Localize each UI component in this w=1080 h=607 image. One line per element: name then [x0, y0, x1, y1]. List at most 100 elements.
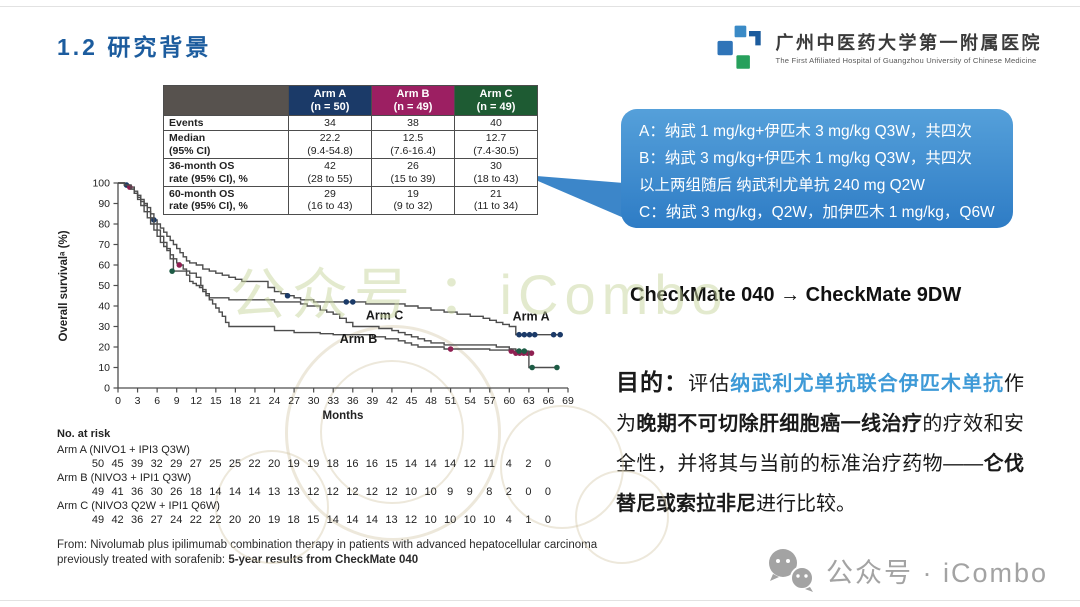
- risk-value: 14: [346, 514, 359, 526]
- value: 30: [490, 160, 502, 173]
- risk-value: 20: [267, 458, 281, 470]
- risk-value: 45: [111, 458, 124, 470]
- regimen-line-b: B：纳武 3 mg/kg+伊匹木 1 mg/kg Q3W，共四次: [639, 150, 972, 167]
- wechat-badge-text: 公众号 · iCombo: [826, 557, 1049, 588]
- value: 19: [407, 187, 419, 200]
- purpose-indication: 晚期不可切除肝细胞癌一线治疗: [636, 413, 923, 435]
- cell: 40: [454, 114, 538, 132]
- cell: 21 (11 to 34): [454, 185, 538, 215]
- risk-value: 4: [505, 514, 512, 526]
- svg-text:21: 21: [249, 395, 261, 407]
- svg-text:45: 45: [406, 395, 418, 407]
- risk-value: 22: [248, 458, 261, 470]
- ci: (7.4-30.5): [473, 144, 519, 157]
- cell: 29 (16 to 43): [288, 185, 372, 215]
- table-corner-cell: [163, 85, 289, 116]
- row-label-line1: 36-month OS: [169, 160, 235, 173]
- risk-value: 13: [287, 486, 300, 498]
- cell: 19 (9 to 32): [371, 185, 455, 215]
- svg-text:100: 100: [92, 178, 110, 190]
- risk-value: 0: [544, 514, 552, 526]
- svg-text:0: 0: [115, 395, 121, 407]
- km-survival-chart: 0 10 20 30 40 50 60 70 80 90 100 0 3 6 9 12 15 18 21 24 27 30…: [55, 168, 600, 428]
- regimen-line-a: A：纳武 1 mg/kg+伊匹木 3 mg/kg Q3W，共四次: [639, 123, 972, 140]
- purpose-label: 目的：: [616, 369, 689, 395]
- row-label-line2: (95% CI): [169, 144, 211, 157]
- risk-value: 12: [385, 486, 398, 498]
- risk-value: 19: [307, 458, 320, 470]
- risk-value: 9: [447, 486, 454, 498]
- risk-value: 49: [91, 514, 105, 526]
- arm-c-header: Arm C (n = 49): [454, 85, 538, 116]
- purpose-seg1: 评估: [688, 373, 731, 395]
- risk-value: 20: [248, 514, 261, 526]
- risk-value: 26: [170, 486, 183, 498]
- hospital-logo: 广州中医药大学第一附属医院 The First Affiliated Hospi…: [713, 22, 1043, 76]
- risk-value: 18: [189, 486, 202, 498]
- risk-value: 9: [466, 486, 473, 498]
- value: 42: [324, 160, 336, 173]
- svg-text:57: 57: [484, 395, 496, 407]
- svg-text:40: 40: [98, 301, 110, 313]
- value: 21: [490, 187, 502, 200]
- risk-value: 12: [463, 458, 476, 470]
- value: 12.5: [402, 132, 424, 145]
- risk-value: 10: [463, 514, 476, 526]
- svg-text:50: 50: [98, 280, 110, 292]
- hospital-name-cn: 广州中医药大学第一附属医院: [775, 32, 1042, 53]
- ci: (11 to 34): [473, 200, 519, 213]
- svg-text:39: 39: [367, 395, 379, 407]
- hospital-name-en: The First Affiliated Hospital of Guangzh…: [775, 56, 1037, 66]
- risk-value: 8: [486, 486, 493, 498]
- svg-text:Months: Months: [323, 410, 364, 422]
- risk-value: 22: [189, 514, 202, 526]
- risk-value: 22: [209, 514, 222, 526]
- cell: 26 (15 to 39): [371, 158, 455, 187]
- risk-value: 39: [131, 458, 144, 470]
- os-summary-table: Arm A (n = 50) Arm B (n = 49) Arm C (n =…: [163, 85, 538, 215]
- svg-text:54: 54: [464, 395, 476, 407]
- risk-value: 14: [248, 486, 261, 498]
- bubble-tail: [524, 175, 624, 218]
- row-label: 60-month OS rate (95% CI), %: [163, 185, 289, 215]
- svg-text:90: 90: [98, 198, 110, 210]
- risk-value: 32: [150, 458, 163, 470]
- svg-text:Arm A: Arm A: [513, 309, 550, 323]
- risk-value: 1: [525, 514, 532, 526]
- checkmate-transition-text: CheckMate 040 → CheckMate 9DW: [630, 284, 962, 306]
- svg-text:6: 6: [154, 395, 160, 407]
- value: 29: [324, 187, 336, 200]
- table-row-36month-os: 36-month OS rate (95% CI), % 42 (28 to 55…: [163, 158, 538, 187]
- risk-row-label: Arm A (NIVO1 + IPI3 Q3W): [57, 444, 190, 456]
- svg-text:70: 70: [98, 239, 110, 251]
- svg-text:10: 10: [98, 362, 110, 374]
- hospital-cross-icon: [717, 25, 761, 69]
- risk-value: 14: [444, 458, 457, 470]
- value: 22.2: [319, 132, 341, 145]
- risk-value: 12: [365, 486, 379, 498]
- svg-text:63: 63: [523, 395, 535, 407]
- risk-value: 14: [326, 514, 339, 526]
- risk-value: 14: [365, 514, 379, 526]
- row-label-line1: Median: [169, 132, 206, 145]
- svg-text:12: 12: [190, 395, 202, 407]
- risk-value: 49: [91, 486, 105, 498]
- watermark-circle: [215, 450, 329, 564]
- risk-value: 50: [91, 458, 105, 470]
- svg-text:42: 42: [386, 395, 398, 407]
- risk-title: No. at risk: [57, 428, 111, 440]
- cell: 22.2 (9.4-54.8): [288, 130, 372, 160]
- wechat-icon: [769, 549, 814, 592]
- risk-value: 11: [483, 458, 496, 470]
- arm-a-label: Arm A: [313, 87, 347, 100]
- risk-value: 12: [307, 486, 320, 498]
- regimen-line-c: C：纳武 3 mg/kg，Q2W，加伊匹木 1 mg/kg，Q6W: [639, 204, 995, 221]
- risk-value: 18: [326, 458, 339, 470]
- svg-text:48: 48: [425, 395, 437, 407]
- risk-value: 10: [424, 514, 437, 526]
- purpose-seg7: 进行比较。: [756, 493, 856, 515]
- risk-value: 29: [170, 458, 183, 470]
- risk-value: 36: [131, 514, 144, 526]
- risk-value: 10: [483, 514, 496, 526]
